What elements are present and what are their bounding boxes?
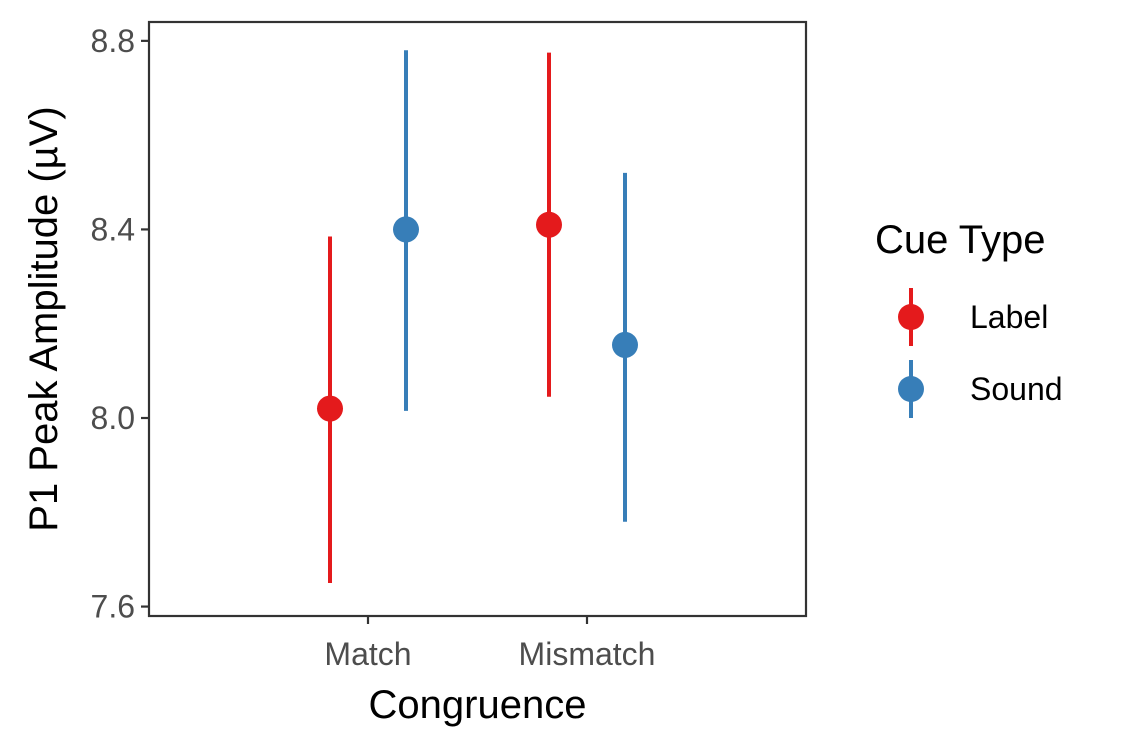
x-axis: Match Mismatch: [324, 616, 655, 672]
plot-panel: [147, 20, 808, 618]
x-axis-title: Congruence: [369, 683, 587, 727]
y-axis-title: P1 Peak Amplitude (µV): [22, 106, 66, 531]
legend-key-point: [898, 376, 924, 402]
y-tick-label: 8.4: [91, 211, 135, 247]
point-label-match: [317, 395, 343, 422]
legend-label: Label: [970, 299, 1048, 335]
point-sound-match: [393, 216, 419, 243]
y-axis: 7.6 8.0 8.4 8.8: [91, 23, 149, 625]
y-tick-label: 8.8: [91, 23, 135, 59]
legend-label: Sound: [970, 371, 1063, 407]
y-tick-label: 7.6: [91, 589, 135, 625]
point-sound-mismatch: [612, 331, 638, 358]
legend: Cue Type Label Sound: [875, 218, 1063, 418]
y-tick-label: 8.0: [91, 400, 135, 436]
x-tick-label: Mismatch: [519, 636, 656, 672]
x-tick-label: Match: [324, 636, 411, 672]
point-label-mismatch: [536, 211, 562, 238]
legend-key-point: [898, 304, 924, 330]
plot-content: [317, 50, 638, 583]
legend-title: Cue Type: [875, 218, 1046, 262]
